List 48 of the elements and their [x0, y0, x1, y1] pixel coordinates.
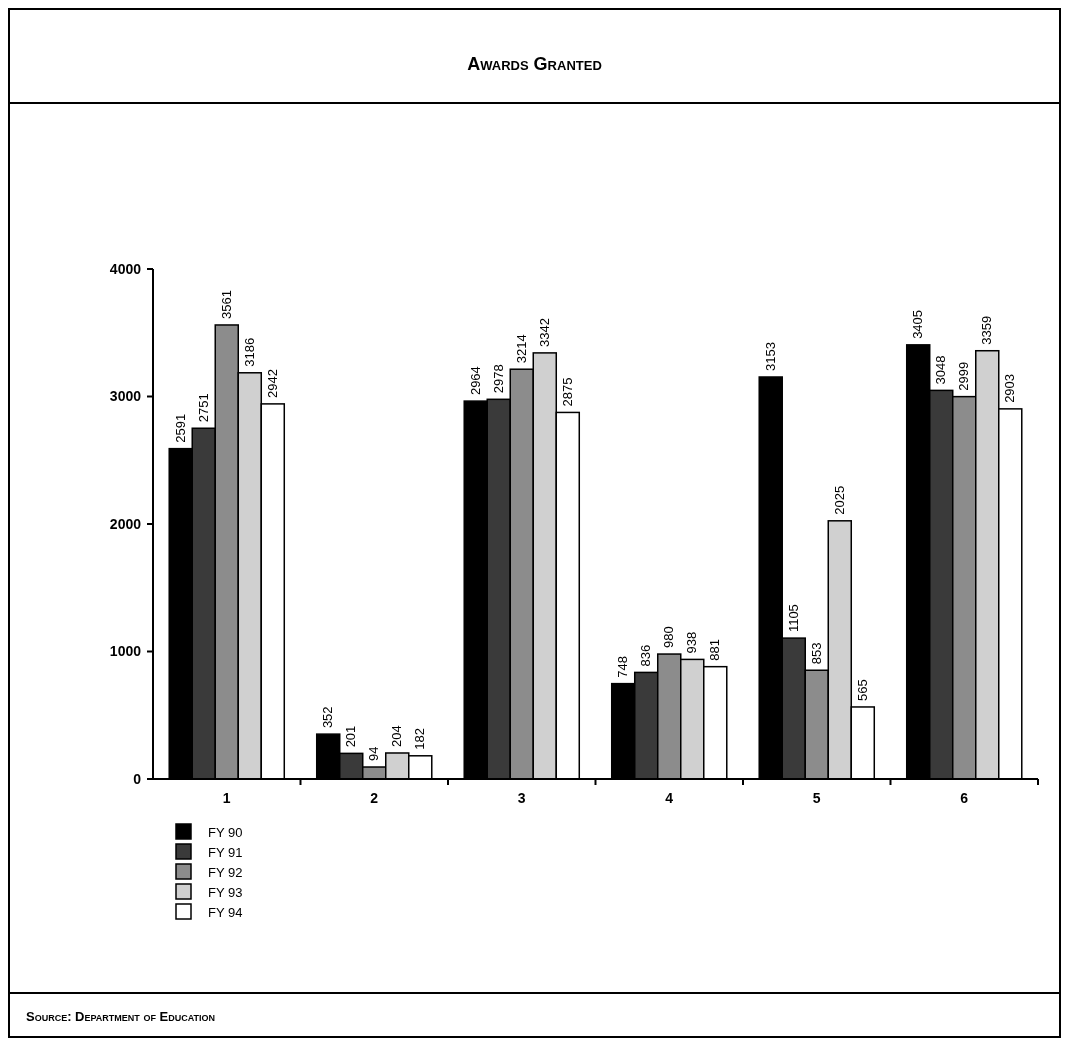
- data-label: 2942: [264, 368, 280, 398]
- data-label: 352: [320, 706, 336, 729]
- legend-label: FY 92: [208, 865, 243, 880]
- y-tick-label: 4000: [109, 260, 142, 277]
- x-tick-label: 2: [370, 790, 379, 806]
- legend-label: FY 91: [208, 845, 243, 860]
- data-label: 3342: [536, 317, 552, 347]
- x-tick-label: 6: [960, 790, 969, 806]
- x-tick-label: 3: [517, 790, 526, 806]
- data-label: 2903: [1002, 373, 1018, 403]
- data-label: 94: [366, 746, 382, 762]
- y-tick-label: 1000: [109, 643, 142, 660]
- data-label: 3153: [762, 342, 778, 371]
- data-label: 1105: [785, 604, 801, 633]
- data-label: 2964: [467, 366, 483, 396]
- data-label: 853: [808, 642, 824, 665]
- data-label: 3048: [933, 355, 949, 385]
- data-label: 201: [343, 725, 359, 748]
- legend-label: FY 94: [208, 905, 243, 920]
- data-label: 565: [854, 679, 870, 701]
- x-tick-label: 1: [222, 790, 231, 806]
- data-label: 980: [661, 626, 677, 649]
- data-label: 3405: [910, 309, 926, 339]
- x-tick-label: 5: [812, 790, 821, 806]
- data-label: 2025: [831, 485, 847, 515]
- data-label: 3561: [218, 290, 234, 319]
- data-label: 3186: [241, 337, 257, 367]
- data-label: 2875: [559, 377, 575, 407]
- data-label: 836: [638, 644, 654, 667]
- y-tick-label: 0: [133, 770, 142, 787]
- y-tick-label: 3000: [109, 388, 142, 405]
- legend-label: FY 93: [208, 885, 243, 900]
- data-label: 2978: [490, 364, 506, 394]
- data-label: 3359: [979, 315, 995, 345]
- data-label: 2591: [172, 413, 188, 443]
- data-label: 3214: [513, 334, 529, 364]
- legend-label: FY 90: [208, 825, 243, 840]
- data-label: 204: [389, 725, 405, 747]
- data-label: 182: [412, 728, 428, 750]
- data-label: 938: [684, 631, 700, 654]
- chart-title: Awards Granted: [467, 54, 602, 74]
- data-label: 2999: [956, 361, 972, 391]
- data-label: 2751: [195, 393, 211, 423]
- data-label: 748: [615, 655, 631, 678]
- y-tick-label: 2000: [109, 515, 142, 532]
- x-tick-label: 4: [665, 790, 674, 806]
- source-note: Source: Department of Education: [26, 1009, 216, 1024]
- data-label: 881: [707, 638, 723, 661]
